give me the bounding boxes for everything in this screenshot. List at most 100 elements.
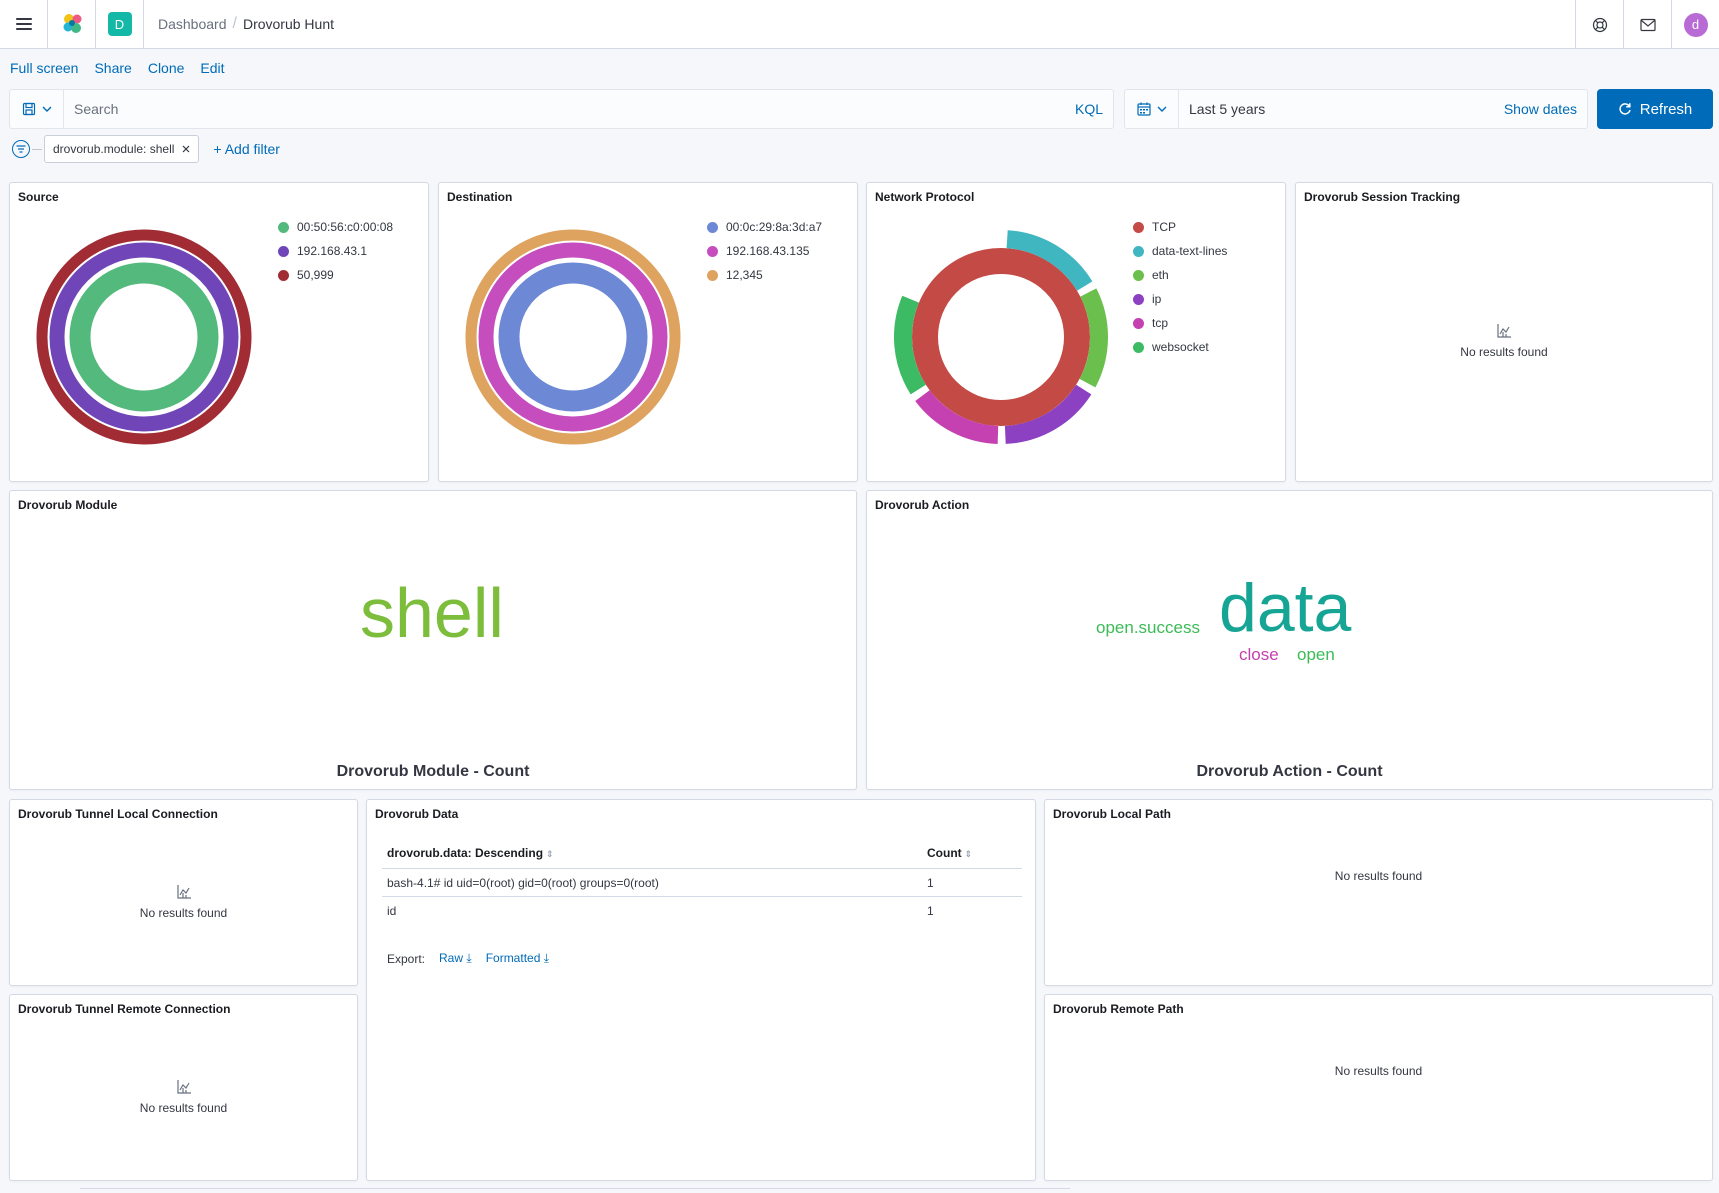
legend-label: 00:0c:29:8a:3d:a7 [726,220,823,234]
no-results-message: No results found [1334,1064,1423,1078]
quick-menu-button[interactable] [1125,90,1179,128]
show-dates-button[interactable]: Show dates [1503,101,1577,117]
user-menu[interactable]: d [1671,0,1719,49]
legend-dot [278,245,289,257]
protocol-ring-tcp[interactable] [912,248,1090,426]
export-bar: Export: Raw ⤓ Formatted ⤓ [387,951,549,966]
mail-icon [1639,18,1656,31]
panel-title: Destination [447,190,513,204]
drovorub-data-panel: Drovorub Data drovorub.data: Descending ⇕… [366,799,1036,1181]
visualization-icon [176,1080,191,1094]
destination-ring-inner[interactable] [498,262,648,412]
column-header-label: Count [927,846,962,860]
destination-ring-middle[interactable] [478,242,668,432]
tunnel-local-panel: Drovorub Tunnel Local Connection No resu… [9,799,358,986]
help-icon [1592,17,1607,32]
elastic-logo[interactable] [48,0,96,49]
breadcrumb: Dashboard / Drovorub Hunt [144,15,334,33]
clone-link[interactable]: Clone [147,60,185,76]
legend-item[interactable]: 50,999 [278,263,393,287]
panel-title: Drovorub Module [18,498,118,512]
edit-link[interactable]: Edit [200,60,225,76]
legend-dot [1133,341,1144,353]
filter-icon [16,145,26,153]
filter-options-button[interactable] [12,140,30,158]
destination-ring-outer[interactable] [465,229,681,445]
legend-dot [278,269,289,281]
cloud-word[interactable]: close [1239,645,1279,664]
help-button[interactable] [1575,0,1623,49]
no-results-message: No results found [10,884,357,920]
legend-label: websocket [1152,340,1209,354]
legend-item[interactable]: websocket [1133,335,1227,359]
saved-query-button[interactable] [10,90,64,128]
protocol-segment-websocket[interactable] [894,295,926,395]
full-screen-link[interactable]: Full screen [10,60,79,76]
protocol-segment-ip[interactable] [1004,384,1092,444]
legend-item[interactable]: 00:0c:29:8a:3d:a7 [707,215,822,239]
action-panel: Drovorub Action data open.success close … [866,490,1713,790]
hamburger-icon [15,18,32,30]
panel-title: Drovorub Data [375,807,459,821]
export-formatted-link[interactable]: Formatted ⤓ [486,951,549,966]
module-panel: Drovorub Module shell Drovorub Module - … [9,490,857,790]
column-header-data[interactable]: drovorub.data: Descending ⇕ [382,838,922,869]
column-header-count[interactable]: Count ⇕ [922,838,1022,869]
legend-item[interactable]: 192.168.43.1 [278,239,393,263]
search-input[interactable] [64,90,1075,128]
close-icon[interactable] [182,145,190,153]
cloud-word[interactable]: open.success [1096,618,1200,637]
protocol-segment-data-text-lines[interactable] [1006,230,1093,291]
menu-button[interactable] [0,0,48,49]
legend-label: 12,345 [726,268,763,282]
share-link[interactable]: Share [94,60,132,76]
source-ring-middle[interactable] [49,242,239,432]
sort-icon[interactable]: ⇕ [546,849,554,859]
legend-item[interactable]: eth [1133,263,1227,287]
newsfeed-button[interactable] [1623,0,1671,49]
refresh-icon [1619,103,1631,115]
legend-item[interactable]: data-text-lines [1133,239,1227,263]
date-picker: Last 5 years Show dates [1124,89,1588,129]
kql-toggle[interactable]: KQL [1074,101,1103,117]
visualization-icon [1497,324,1511,338]
filter-bar: drovorub.module: shell + Add filter [12,135,280,163]
filter-pill[interactable]: drovorub.module: shell [44,135,200,163]
dashboard-actions: Full screen Share Clone Edit [10,60,225,76]
protocol-segment-eth[interactable] [1079,288,1108,388]
refresh-button[interactable]: Refresh [1597,89,1713,129]
download-icon: ⤓ [543,951,550,965]
table-cell: bash-4.1# id uid=0(root) gid=0(root) gro… [382,868,922,897]
legend-item[interactable]: TCP [1133,215,1227,239]
local-path-panel: Drovorub Local Path No results found [1044,799,1713,986]
legend-item[interactable]: 192.168.43.135 [707,239,822,263]
date-range-text[interactable]: Last 5 years [1189,101,1266,117]
space-selector[interactable]: D [96,0,144,49]
data-table: drovorub.data: Descending ⇕ Count ⇕ bash-4… [382,838,1022,925]
legend-item[interactable]: tcp [1133,311,1227,335]
network-protocol-panel: Network Protocol TCP data-text-lines eth… [866,182,1286,482]
protocol-segment-tcp[interactable] [915,389,999,444]
cloud-word[interactable]: shell [360,574,504,652]
panel-title: Network Protocol [875,190,975,204]
cloud-word[interactable]: data [1219,570,1352,646]
chevron-down-icon [42,106,51,112]
destination-panel: Destination 00:0c:29:8a:3d:a7 192.168.43… [438,182,858,482]
table-cell: 1 [922,868,1022,897]
source-ring-outer[interactable] [36,229,252,445]
sort-icon[interactable]: ⇕ [964,849,973,859]
query-bar: KQL [9,89,1114,129]
legend-item[interactable]: 12,345 [707,263,822,287]
legend-item[interactable]: 00:50:56:c0:00:08 [278,215,393,239]
export-raw-link[interactable]: Raw ⤓ [439,951,472,966]
breadcrumb-dashboard[interactable]: Dashboard [158,16,227,32]
legend-item[interactable]: ip [1133,287,1227,311]
space-avatar: D [107,12,132,36]
source-panel: Source 00:50:56:c0:00:08 192.168.43.1 50… [9,182,429,482]
source-ring-inner[interactable] [69,262,219,412]
table-cell: id [387,903,397,918]
legend-label: data-text-lines [1152,244,1228,258]
add-filter-button[interactable]: + Add filter [213,141,280,157]
cloud-word[interactable]: open [1297,645,1335,664]
table-row: bash-4.1# id uid=0(root) gid=0(root) gro… [382,868,1022,897]
